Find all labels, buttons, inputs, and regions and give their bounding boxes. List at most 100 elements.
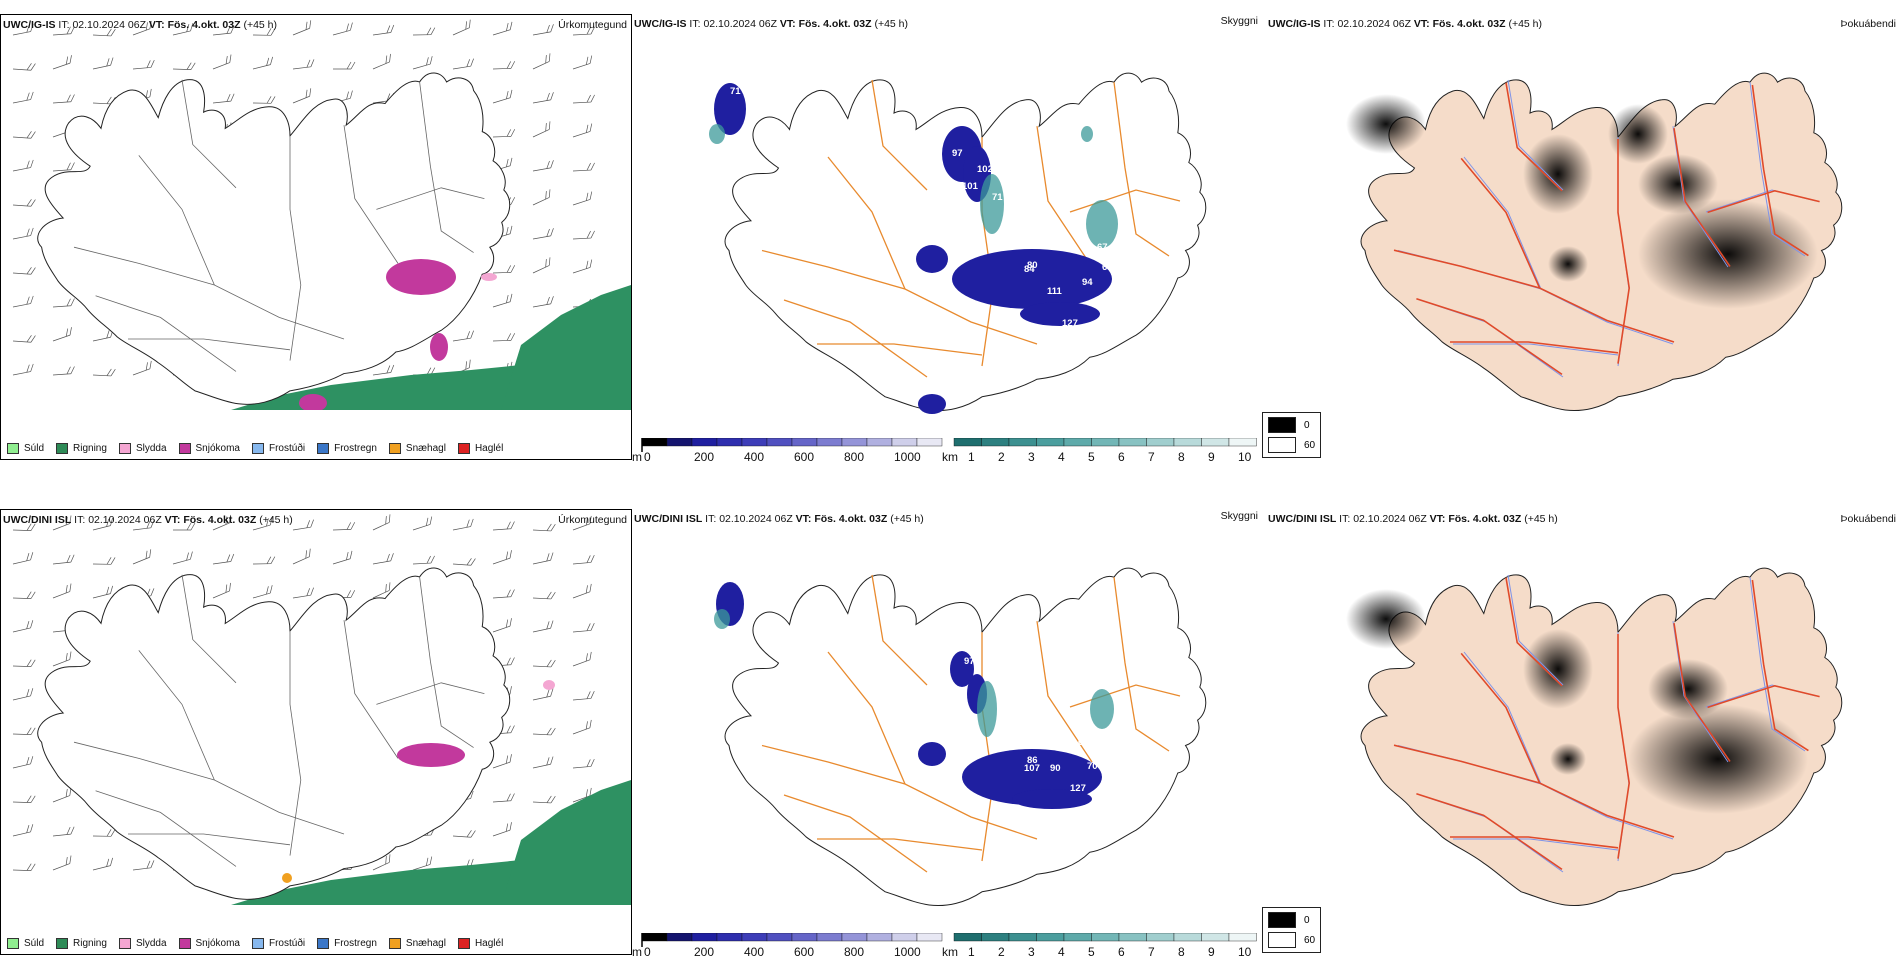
- legend-swatch: [389, 443, 401, 454]
- wind-barb: [12, 228, 35, 239]
- legend-label: Súld: [24, 938, 44, 949]
- colorbar-bin: [982, 438, 1010, 446]
- wind-barb: [290, 549, 313, 564]
- colorbar-bin: [767, 438, 792, 446]
- wind-barb: [573, 163, 595, 171]
- wind-barb: [53, 366, 75, 375]
- low-visibility-area: [709, 124, 725, 144]
- wind-barb: [210, 55, 233, 69]
- legend-label: Frostúði: [269, 443, 305, 454]
- wind-barb: [491, 754, 514, 768]
- wind-barb: [11, 620, 34, 632]
- fog-area: [1638, 199, 1818, 309]
- wind-barb: [13, 266, 35, 275]
- valid-time: Fös. 4.okt. 03Z: [168, 19, 241, 31]
- wind-barb: [130, 549, 153, 564]
- wind-barb: [253, 96, 275, 103]
- legend-item: Frostúði: [252, 938, 305, 949]
- model-name: UWC/DINI ISL: [1268, 513, 1336, 525]
- visibility-tick: 6: [1118, 945, 1125, 959]
- precip-type-panel: UWC/IG-IS IT: 02.10.2024 06Z VT: Fös. 4.…: [0, 14, 632, 460]
- wind-barb: [532, 689, 555, 700]
- legend-swatch: [7, 938, 19, 949]
- legend-item: Rigning: [56, 443, 107, 454]
- wind-barb: [413, 28, 435, 35]
- wind-barb: [411, 517, 434, 530]
- wind-barb: [453, 557, 475, 566]
- lead-time: (+45 h): [1508, 18, 1542, 30]
- snow-area: [386, 259, 456, 295]
- wind-barb: [290, 20, 313, 35]
- precip-map: [1, 15, 631, 410]
- wind-barb: [50, 856, 73, 870]
- wind-barb: [532, 24, 555, 35]
- cloud-area: [918, 394, 946, 414]
- wind-barb: [12, 364, 35, 375]
- wind-barb: [533, 659, 555, 667]
- wind-barb: [372, 553, 395, 564]
- cloud-area: [916, 245, 948, 273]
- fog-area: [1523, 134, 1593, 214]
- visibility-tick: 4: [1058, 450, 1065, 464]
- model-name: UWC/IG-IS: [3, 19, 56, 31]
- colorbar-bin: [982, 933, 1010, 941]
- cloud-area: [918, 742, 946, 766]
- colorbar-bin: [1119, 438, 1147, 446]
- wind-barb: [12, 92, 35, 103]
- wind-barb: [93, 557, 115, 564]
- legend-item: Frostregn: [317, 938, 377, 949]
- colorbar-bin: [1229, 933, 1257, 941]
- wind-barb: [571, 652, 594, 666]
- colorbar-bin: [1037, 933, 1065, 941]
- wind-barb: [573, 95, 595, 103]
- cloud-height-value: 67: [1097, 242, 1108, 253]
- wind-barb: [532, 757, 555, 768]
- wind-barb: [13, 863, 35, 871]
- fog-legend-swatch: [1268, 932, 1296, 948]
- it-label: IT:: [689, 18, 700, 30]
- visibility-tick: 7: [1148, 450, 1155, 464]
- colorbar-bin: [1064, 933, 1092, 941]
- wind-barb: [533, 795, 555, 803]
- legend-swatch: [317, 938, 329, 949]
- wind-barb: [491, 550, 514, 564]
- wind-barb: [11, 552, 34, 564]
- legend-item: Frostúði: [252, 443, 305, 454]
- wind-barb: [493, 521, 515, 530]
- model-name: UWC/DINI ISL: [634, 513, 702, 525]
- low-visibility-area: [1081, 126, 1093, 142]
- fog-legend-label: 60: [1304, 440, 1315, 451]
- wind-barb: [491, 22, 514, 35]
- colorbar-bin: [954, 933, 982, 941]
- wind-barb: [292, 588, 315, 598]
- valid-time: Fös. 4.okt. 03Z: [183, 514, 256, 526]
- fog-area: [1346, 94, 1426, 154]
- cloud-height-value: 111: [1047, 286, 1063, 297]
- precip-type-panel: UWC/DINI ISL IT: 02.10.2024 06Z VT: Fös.…: [0, 509, 632, 955]
- colorbar-bin: [954, 438, 982, 446]
- colorbar-bin: [667, 933, 692, 941]
- colorbar-bin: [692, 438, 717, 446]
- colorbar-bin: [1147, 933, 1175, 941]
- legend-swatch: [317, 443, 329, 454]
- wind-barb: [132, 60, 155, 69]
- colorbar-bin: [642, 933, 667, 941]
- cloud-height-value: 102: [977, 164, 993, 175]
- init-time: 02.10.2024 06Z: [72, 19, 146, 31]
- visibility-title: Skyggni: [1221, 15, 1258, 27]
- colorbar-bin: [892, 438, 917, 446]
- fog-area: [1550, 743, 1586, 775]
- wind-barb: [50, 584, 73, 598]
- valid-time: Fös. 4.okt. 03Z: [1433, 18, 1506, 30]
- iceland-outline: [38, 568, 510, 899]
- height-unit: m: [632, 450, 642, 464]
- colorbar-bin: [742, 933, 767, 941]
- wind-barb: [12, 296, 35, 307]
- cloud-height-value: 66: [1078, 737, 1089, 748]
- legend-swatch: [56, 443, 68, 454]
- wind-barb: [370, 54, 393, 69]
- it-label: IT:: [74, 514, 85, 526]
- cloud-height-value: 71: [992, 192, 1003, 203]
- lead-time: (+45 h): [890, 513, 924, 525]
